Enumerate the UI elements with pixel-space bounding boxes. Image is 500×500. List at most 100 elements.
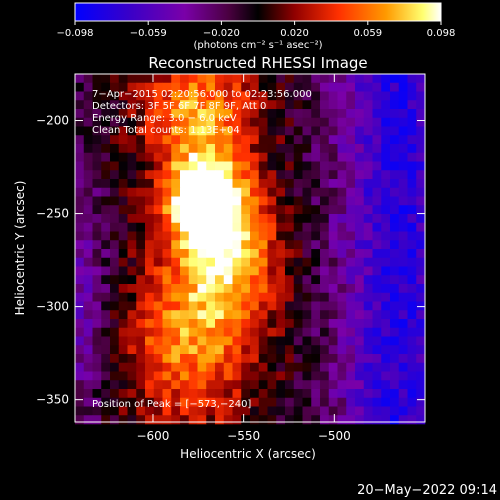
heatmap-cell	[223, 319, 233, 329]
heatmap-cell	[328, 292, 338, 302]
heatmap-cell	[223, 249, 233, 259]
heatmap-cell	[215, 74, 225, 84]
heatmap-cell	[285, 144, 295, 154]
heatmap-cell	[127, 275, 137, 285]
heatmap-cell	[346, 362, 356, 372]
heatmap-cell	[118, 336, 128, 346]
heatmap-cell	[75, 319, 85, 329]
heatmap-cell	[92, 415, 102, 425]
heatmap-cell	[110, 389, 120, 399]
heatmap-cell	[136, 389, 146, 399]
heatmap-cell	[197, 214, 207, 224]
heatmap-cell	[206, 152, 216, 162]
y-tick-label: −250	[36, 207, 69, 221]
heatmap-cell	[267, 231, 277, 241]
heatmap-cell	[372, 161, 382, 171]
heatmap-cell	[355, 117, 365, 127]
heatmap-cell	[162, 406, 172, 416]
heatmap-cell	[337, 354, 347, 364]
heatmap-cell	[398, 109, 408, 119]
heatmap-cell	[346, 327, 356, 337]
heatmap-cell	[285, 301, 295, 311]
heatmap-cell	[302, 380, 312, 390]
heatmap-cell	[75, 144, 85, 154]
heatmap-cell	[110, 214, 120, 224]
heatmap-cell	[232, 144, 242, 154]
heatmap-cell	[110, 152, 120, 162]
heatmap-cell	[258, 179, 268, 189]
heatmap-cell	[136, 179, 146, 189]
heatmap-cell	[363, 380, 373, 390]
heatmap-cell	[328, 327, 338, 337]
heatmap-cell	[355, 284, 365, 294]
heatmap-cell	[390, 397, 400, 407]
heatmap-cell	[110, 362, 120, 372]
heatmap-cell	[162, 354, 172, 364]
heatmap-cell	[92, 240, 102, 250]
heatmap-cell	[390, 415, 400, 425]
heatmap-cell	[215, 319, 225, 329]
heatmap-cell	[197, 336, 207, 346]
heatmap-cell	[232, 161, 242, 171]
heatmap-cell	[180, 319, 190, 329]
heatmap-cell	[223, 406, 233, 416]
heatmap-cell	[75, 214, 85, 224]
heatmap-cell	[293, 179, 303, 189]
heatmap-cell	[92, 301, 102, 311]
heatmap-cell	[153, 275, 163, 285]
heatmap-cell	[75, 231, 85, 241]
heatmap-cell	[372, 397, 382, 407]
heatmap-cell	[285, 161, 295, 171]
heatmap-cell	[171, 82, 181, 92]
heatmap-cell	[75, 371, 85, 381]
heatmap-cell	[346, 126, 356, 136]
heatmap-cell	[276, 389, 286, 399]
heatmap-cell	[110, 135, 120, 145]
heatmap-cell	[75, 257, 85, 267]
heatmap-cell	[101, 371, 111, 381]
heatmap-cell	[162, 214, 172, 224]
heatmap-cell	[267, 380, 277, 390]
heatmap-cell	[241, 187, 251, 197]
heatmap-cell	[381, 100, 391, 110]
heatmap-cell	[381, 126, 391, 136]
heatmap-cell	[197, 310, 207, 320]
heatmap-cell	[171, 91, 181, 101]
heatmap-cell	[153, 389, 163, 399]
heatmap-cell	[398, 257, 408, 267]
heatmap-cell	[188, 406, 198, 416]
heatmap-cell	[153, 301, 163, 311]
heatmap-cell	[127, 345, 137, 355]
heatmap-cell	[92, 345, 102, 355]
heatmap-cell	[206, 161, 216, 171]
y-tick-label: −350	[36, 393, 69, 407]
heatmap-cell	[241, 117, 251, 127]
heatmap-cell	[110, 275, 120, 285]
heatmap-cell	[197, 345, 207, 355]
heatmap-cell	[188, 82, 198, 92]
heatmap-cell	[320, 310, 330, 320]
heatmap-cell	[372, 284, 382, 294]
heatmap-cell	[118, 362, 128, 372]
heatmap-cell	[136, 205, 146, 215]
heatmap-cell	[197, 371, 207, 381]
heatmap-cell	[118, 415, 128, 425]
heatmap-cell	[188, 292, 198, 302]
heatmap-cell	[302, 397, 312, 407]
heatmap-cell	[267, 196, 277, 206]
heatmap-cell	[337, 292, 347, 302]
heatmap-cell	[197, 152, 207, 162]
heatmap-cell	[180, 371, 190, 381]
heatmap-cell	[75, 284, 85, 294]
heatmap-cell	[75, 292, 85, 302]
heatmap-cell	[153, 354, 163, 364]
heatmap-cell	[110, 354, 120, 364]
heatmap-cell	[145, 380, 155, 390]
heatmap-cell	[355, 91, 365, 101]
heatmap-cell	[75, 161, 85, 171]
heatmap-cell	[153, 135, 163, 145]
heatmap-cell	[110, 415, 120, 425]
heatmap-cell	[285, 327, 295, 337]
heatmap-cell	[215, 144, 225, 154]
heatmap-cell	[223, 362, 233, 372]
